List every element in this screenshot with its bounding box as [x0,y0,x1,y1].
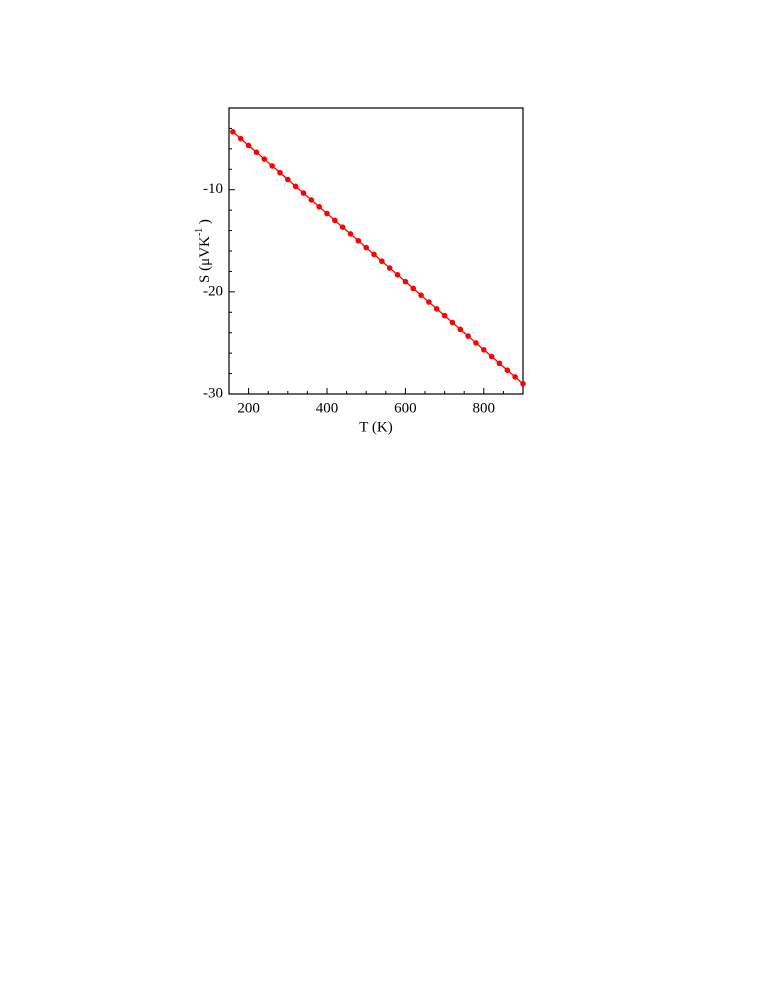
data-point [504,367,511,374]
data-point [465,333,471,339]
data-point [433,306,440,312]
data-point [481,346,487,353]
data-point [394,271,401,278]
x-tick-label: 200 [237,400,260,416]
data-point [496,360,503,367]
data-point [347,231,354,237]
y-tick-label: -30 [203,385,223,401]
data-point [426,299,432,305]
data-point [473,340,479,346]
data-point [324,210,330,217]
data-point [261,156,268,162]
data-point [285,176,291,183]
data-point [332,217,338,224]
data-point [449,319,456,326]
data-point [292,183,299,190]
data-point [269,163,275,169]
data-point [402,278,409,285]
data-point [488,353,495,360]
data-point [245,142,252,149]
data-point [339,224,346,231]
plot-frame [228,107,524,395]
data-point [457,326,464,333]
x-tick-label: 800 [473,400,496,416]
data-point [230,128,236,135]
data-point [371,251,377,258]
y-label-sup: -1 [194,228,205,236]
data-point [410,285,417,292]
data-point [386,265,393,271]
data-point [300,190,307,196]
data-point [520,380,526,387]
x-tick-label: 600 [394,400,417,416]
data-point [363,244,370,251]
y-label-end: ) [197,219,213,228]
data-point [308,197,315,203]
data-point [355,237,362,244]
series-line [232,131,524,385]
y-axis-label: S (μVK-1 ) [194,219,213,283]
y-tick-label: -20 [203,283,223,299]
data-point [316,203,322,210]
data-point [418,292,424,299]
data-point [277,169,283,176]
data-point [379,258,385,265]
y-tick-label: -10 [203,181,223,197]
data-point [441,312,448,319]
data-point [237,135,244,142]
data-point [512,374,518,380]
y-label-main: S (μVK [197,236,213,283]
x-tick-label: 400 [316,400,339,416]
x-axis-label: T (K) [359,419,392,435]
data-point [253,149,260,156]
